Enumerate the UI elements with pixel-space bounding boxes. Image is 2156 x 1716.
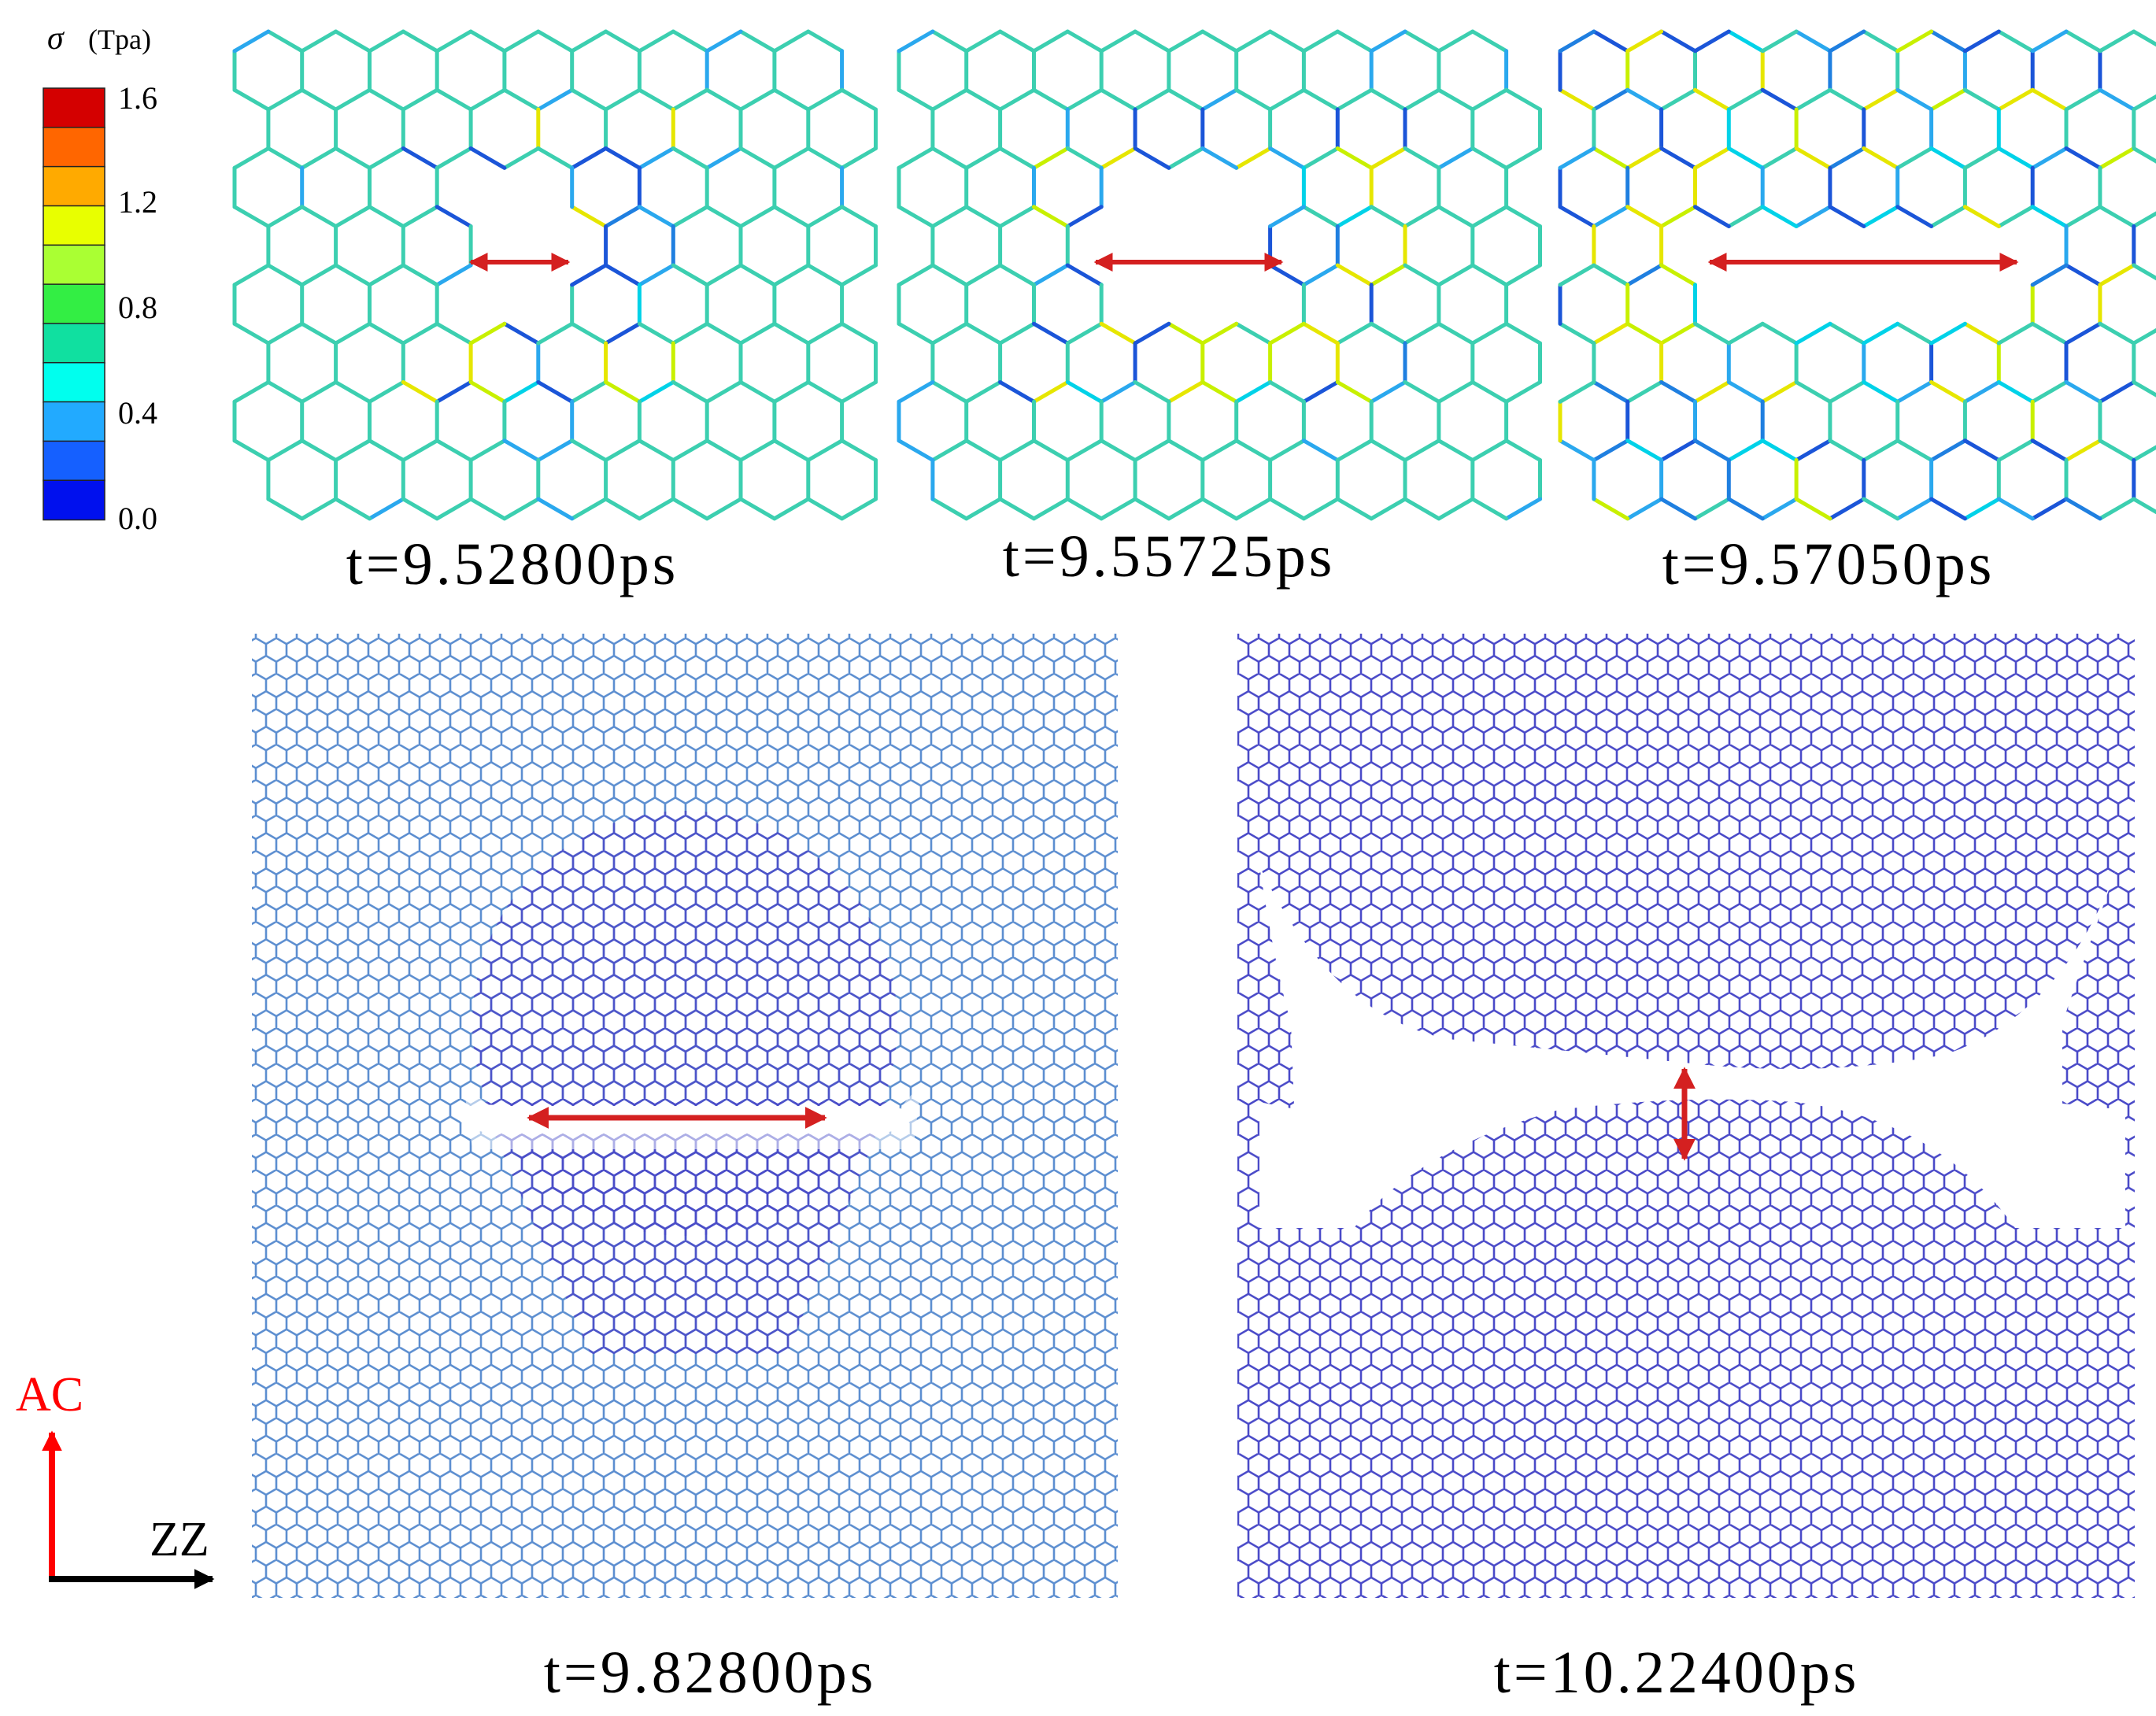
ac-axis-label: AC <box>16 1368 83 1422</box>
lattice-panel-2 <box>897 29 1542 521</box>
colorbar-tick-label: 0.4 <box>118 395 157 431</box>
lattice-panel-4 <box>252 634 1118 1598</box>
colorbar-swatch <box>43 165 105 207</box>
colorbar-swatch <box>43 205 105 246</box>
colorbar-swatch <box>43 127 105 168</box>
colorbar-swatches <box>43 87 105 521</box>
colorbar-swatch <box>43 401 105 442</box>
colorbar-tick-label: 1.6 <box>118 80 157 116</box>
axes-indicator: AC ZZ <box>16 1368 215 1589</box>
lattice-panel-5 <box>1237 634 2135 1598</box>
colorbar-ticks: 1.6 1.2 0.8 0.4 0.0 <box>118 80 157 536</box>
time-label-2: t=9.55725ps <box>1003 523 1336 590</box>
colorbar-symbol: σ <box>47 20 65 57</box>
time-label-4: t=9.82800ps <box>544 1640 877 1706</box>
colorbar-swatch <box>43 440 105 482</box>
zz-axis-label: ZZ <box>150 1513 209 1566</box>
colorbar-swatch <box>43 361 105 403</box>
colorbar-swatch <box>43 283 105 325</box>
lattice-panel-3 <box>1558 29 2156 521</box>
colorbar-tick-label: 1.2 <box>118 184 157 220</box>
colorbar-swatch <box>43 87 105 129</box>
colorbar: σ (Tpa) 1.6 1.2 0.8 0.4 0.0 <box>43 20 157 536</box>
time-label-3: t=9.57050ps <box>1662 531 1995 597</box>
colorbar-swatch <box>43 323 105 364</box>
time-label-5: t=10.22400ps <box>1494 1640 1860 1706</box>
colorbar-unit: (Tpa) <box>88 24 151 55</box>
lattice-panel-1 <box>232 29 878 521</box>
colorbar-swatch <box>43 479 105 521</box>
colorbar-tick-label: 0.8 <box>118 290 157 325</box>
colorbar-swatch <box>43 244 105 286</box>
colorbar-tick-label: 0.0 <box>118 501 157 536</box>
time-label-1: t=9.52800ps <box>346 531 679 597</box>
